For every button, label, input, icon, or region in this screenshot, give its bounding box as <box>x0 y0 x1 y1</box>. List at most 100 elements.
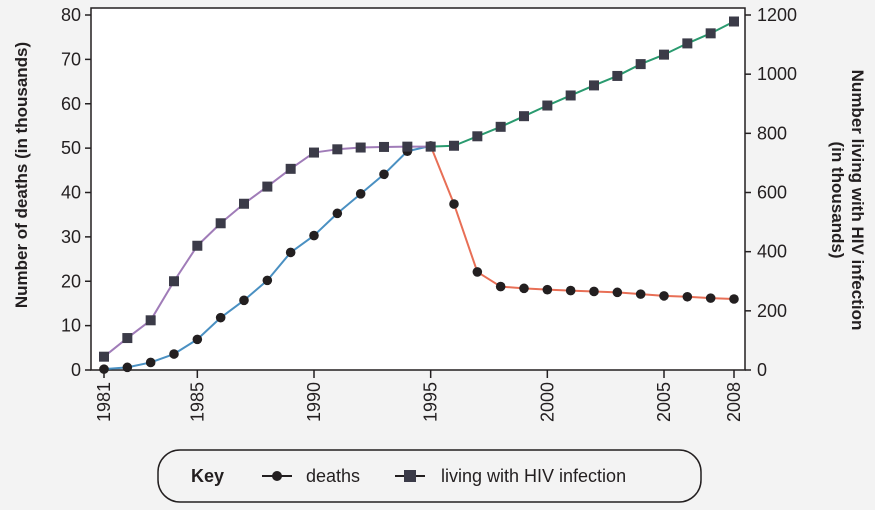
deaths-point <box>449 199 459 209</box>
legend-title: Key <box>191 466 224 486</box>
deaths-point <box>542 284 553 295</box>
y-left-tick-label: 10 <box>61 316 81 336</box>
living-point <box>659 49 669 60</box>
legend-deaths-label: deaths <box>306 466 360 486</box>
deaths-point <box>495 281 506 292</box>
living-point <box>589 80 599 91</box>
deaths-point <box>612 287 623 298</box>
y-right-tick-label: 0 <box>757 360 767 380</box>
series-markers <box>99 16 739 374</box>
y-right-tick-label: 800 <box>757 123 787 143</box>
series-1-segment <box>173 244 199 283</box>
legend-living-label: living with HIV infection <box>441 466 626 486</box>
living-point <box>705 28 716 39</box>
deaths-point <box>682 291 693 302</box>
living-point <box>169 276 179 287</box>
deaths-point <box>239 295 249 306</box>
y-left-tick-label: 80 <box>61 5 81 25</box>
living-point <box>472 131 483 142</box>
legend-deaths-marker <box>272 471 282 481</box>
legend-box <box>157 449 702 503</box>
deaths-point <box>169 349 179 359</box>
x-tick-label: 2008 <box>724 382 744 422</box>
y-right-tick-label: 1000 <box>757 64 797 84</box>
living-point <box>635 59 646 70</box>
legend-key: Key deaths living with HIV infection <box>157 449 702 503</box>
living-point <box>565 90 576 101</box>
living-point <box>309 147 319 158</box>
deaths-point <box>332 208 343 219</box>
y-left-tick-label: 20 <box>61 271 81 291</box>
living-point <box>542 100 553 111</box>
living-point <box>355 142 366 153</box>
y-left-tick-label: 70 <box>61 49 81 69</box>
living-point <box>215 218 226 229</box>
deaths-point <box>215 312 226 323</box>
y-right-tick-label: 1200 <box>757 5 797 25</box>
deaths-point <box>192 334 203 345</box>
deaths-point <box>285 247 296 258</box>
y-axis-left-title: Number of deaths (in thousands) <box>12 42 31 308</box>
living-point <box>379 141 389 152</box>
x-tick-label: 1990 <box>304 382 324 422</box>
living-point <box>99 351 109 362</box>
series-1-segment <box>149 280 175 322</box>
deaths-point <box>519 283 529 294</box>
living-point <box>495 121 506 132</box>
series-0-segment <box>196 316 222 341</box>
x-tick-label: 2005 <box>654 382 674 422</box>
series-0-segment <box>219 299 245 319</box>
series-0-segment <box>429 144 455 206</box>
series-0-segment <box>243 279 269 302</box>
deaths-point <box>472 267 483 277</box>
y-axis-right-title-line1: Number living with HIV infection <box>848 70 867 331</box>
deaths-point <box>355 189 366 199</box>
living-point <box>239 198 249 209</box>
y-left-tick-label: 30 <box>61 227 81 247</box>
deaths-point <box>145 357 156 368</box>
y-left-tick-label: 40 <box>61 183 81 203</box>
series-0-segment <box>313 212 339 237</box>
series-0-segment <box>266 251 292 282</box>
x-tick-label: 1985 <box>187 382 207 422</box>
living-point <box>729 16 739 27</box>
axes-group: 0102030405060708002004006008001000120019… <box>61 5 797 422</box>
deaths-point <box>122 362 133 373</box>
deaths-point <box>379 169 389 180</box>
living-point <box>612 70 623 81</box>
living-point <box>192 240 203 251</box>
y-left-tick-label: 50 <box>61 138 81 158</box>
x-tick-label: 2000 <box>537 382 557 422</box>
y-axis-right-title-line2: (in thousands) <box>828 141 847 258</box>
y-left-tick-label: 60 <box>61 94 81 114</box>
living-point <box>332 144 343 155</box>
living-point <box>449 140 459 151</box>
deaths-point <box>589 286 599 297</box>
living-point <box>402 141 413 152</box>
y-left-tick-label: 0 <box>71 360 81 380</box>
y-right-tick-label: 600 <box>757 183 787 203</box>
living-point <box>145 315 156 326</box>
deaths-point <box>99 364 109 374</box>
x-tick-label: 1981 <box>94 382 114 422</box>
living-point <box>682 38 693 49</box>
deaths-point <box>262 275 273 286</box>
x-tick-label: 1995 <box>421 382 441 422</box>
deaths-point <box>309 230 319 241</box>
deaths-point <box>635 289 646 299</box>
y-right-tick-label: 400 <box>757 242 787 262</box>
living-point <box>425 141 436 152</box>
legend-living-marker <box>404 470 416 482</box>
series-0-segment <box>359 173 385 195</box>
series-0-segment <box>383 150 409 176</box>
deaths-point <box>659 291 669 301</box>
living-point <box>285 163 296 174</box>
deaths-point <box>729 294 739 304</box>
living-point <box>122 333 133 344</box>
deaths-point <box>705 293 716 303</box>
series-0-segment <box>453 203 479 273</box>
deaths-point <box>565 285 576 296</box>
living-point <box>262 181 273 192</box>
y-right-tick-label: 200 <box>757 301 787 321</box>
